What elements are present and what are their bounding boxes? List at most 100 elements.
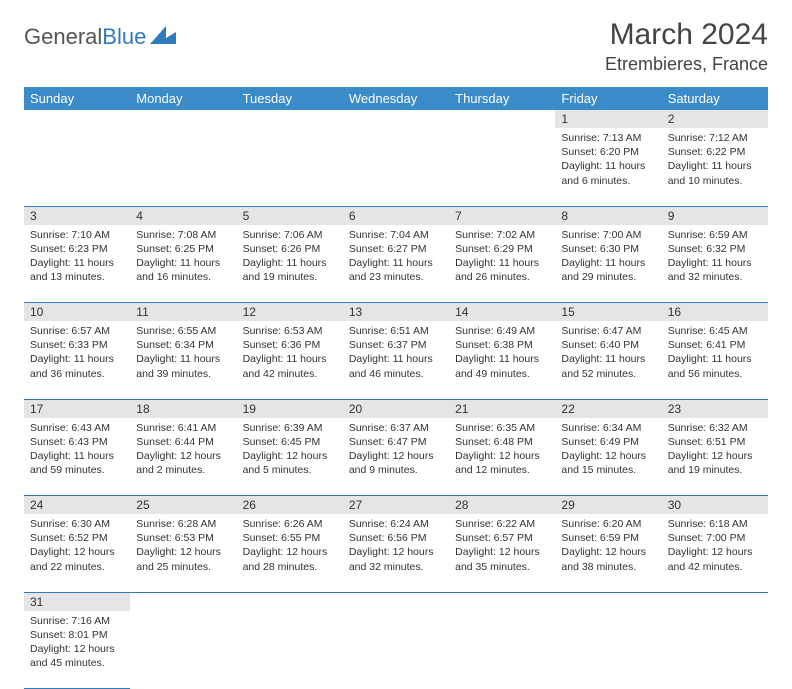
day-details: Sunrise: 6:22 AMSunset: 6:57 PMDaylight:… [449, 514, 555, 578]
day-cell: Sunrise: 6:28 AMSunset: 6:53 PMDaylight:… [130, 514, 236, 592]
day-cell: Sunrise: 7:13 AMSunset: 6:20 PMDaylight:… [555, 128, 661, 206]
daylight-text: Daylight: 12 hours and 22 minutes. [30, 545, 124, 573]
daynum-row: 3456789 [24, 206, 768, 225]
day-cell: Sunrise: 6:49 AMSunset: 6:38 PMDaylight:… [449, 321, 555, 399]
content-row: Sunrise: 7:10 AMSunset: 6:23 PMDaylight:… [24, 225, 768, 303]
sunset-text: Sunset: 6:30 PM [561, 242, 655, 256]
daylight-text: Daylight: 11 hours and 19 minutes. [243, 256, 337, 284]
day-details: Sunrise: 6:34 AMSunset: 6:49 PMDaylight:… [555, 418, 661, 482]
sunrise-text: Sunrise: 6:22 AM [455, 517, 549, 531]
sunrise-text: Sunrise: 6:41 AM [136, 421, 230, 435]
sunset-text: Sunset: 6:20 PM [561, 145, 655, 159]
sunset-text: Sunset: 6:53 PM [136, 531, 230, 545]
day-details: Sunrise: 6:47 AMSunset: 6:40 PMDaylight:… [555, 321, 661, 385]
calendar-body: 12 Sunrise: 7:13 AMSunset: 6:20 PMDayligh… [24, 110, 768, 689]
sunrise-text: Sunrise: 7:12 AM [668, 131, 762, 145]
day-number-cell: 28 [449, 496, 555, 515]
day-number-cell: 7 [449, 206, 555, 225]
day-number-cell: 12 [237, 303, 343, 322]
day-cell: Sunrise: 7:04 AMSunset: 6:27 PMDaylight:… [343, 225, 449, 303]
sunrise-text: Sunrise: 6:57 AM [30, 324, 124, 338]
weekday-header: Sunday [24, 87, 130, 110]
day-details: Sunrise: 6:57 AMSunset: 6:33 PMDaylight:… [24, 321, 130, 385]
month-title: March 2024 [605, 18, 768, 52]
day-details: Sunrise: 6:45 AMSunset: 6:41 PMDaylight:… [662, 321, 768, 385]
content-row: Sunrise: 7:13 AMSunset: 6:20 PMDaylight:… [24, 128, 768, 206]
day-details: Sunrise: 6:49 AMSunset: 6:38 PMDaylight:… [449, 321, 555, 385]
sunrise-text: Sunrise: 6:49 AM [455, 324, 549, 338]
day-number-cell: 17 [24, 399, 130, 418]
daylight-text: Daylight: 11 hours and 26 minutes. [455, 256, 549, 284]
day-cell [555, 611, 661, 689]
day-details: Sunrise: 6:18 AMSunset: 7:00 PMDaylight:… [662, 514, 768, 578]
day-details: Sunrise: 6:39 AMSunset: 6:45 PMDaylight:… [237, 418, 343, 482]
sunrise-text: Sunrise: 6:35 AM [455, 421, 549, 435]
day-details: Sunrise: 6:55 AMSunset: 6:34 PMDaylight:… [130, 321, 236, 385]
sunrise-text: Sunrise: 6:34 AM [561, 421, 655, 435]
daylight-text: Daylight: 12 hours and 15 minutes. [561, 449, 655, 477]
sunset-text: Sunset: 6:38 PM [455, 338, 549, 352]
sunset-text: Sunset: 6:26 PM [243, 242, 337, 256]
day-number-cell [24, 110, 130, 128]
sunset-text: Sunset: 6:36 PM [243, 338, 337, 352]
day-number-cell: 16 [662, 303, 768, 322]
day-details: Sunrise: 7:00 AMSunset: 6:30 PMDaylight:… [555, 225, 661, 289]
day-details: Sunrise: 7:04 AMSunset: 6:27 PMDaylight:… [343, 225, 449, 289]
day-details: Sunrise: 7:02 AMSunset: 6:29 PMDaylight:… [449, 225, 555, 289]
day-cell: Sunrise: 7:12 AMSunset: 6:22 PMDaylight:… [662, 128, 768, 206]
day-number-cell [662, 592, 768, 611]
daylight-text: Daylight: 11 hours and 46 minutes. [349, 352, 443, 380]
day-details: Sunrise: 6:37 AMSunset: 6:47 PMDaylight:… [343, 418, 449, 482]
day-cell: Sunrise: 6:26 AMSunset: 6:55 PMDaylight:… [237, 514, 343, 592]
day-cell [343, 128, 449, 206]
day-cell: Sunrise: 6:47 AMSunset: 6:40 PMDaylight:… [555, 321, 661, 399]
sunset-text: Sunset: 6:56 PM [349, 531, 443, 545]
day-details: Sunrise: 6:30 AMSunset: 6:52 PMDaylight:… [24, 514, 130, 578]
day-details: Sunrise: 6:41 AMSunset: 6:44 PMDaylight:… [130, 418, 236, 482]
day-details: Sunrise: 6:28 AMSunset: 6:53 PMDaylight:… [130, 514, 236, 578]
sunset-text: Sunset: 6:45 PM [243, 435, 337, 449]
calendar-table: Sunday Monday Tuesday Wednesday Thursday… [24, 87, 768, 689]
day-cell: Sunrise: 7:02 AMSunset: 6:29 PMDaylight:… [449, 225, 555, 303]
sunrise-text: Sunrise: 6:51 AM [349, 324, 443, 338]
logo: GeneralBlue [24, 18, 176, 50]
daylight-text: Daylight: 12 hours and 35 minutes. [455, 545, 549, 573]
title-block: March 2024 Etrembieres, France [605, 18, 768, 75]
day-cell: Sunrise: 6:32 AMSunset: 6:51 PMDaylight:… [662, 418, 768, 496]
day-number-cell [237, 110, 343, 128]
location: Etrembieres, France [605, 54, 768, 75]
day-details: Sunrise: 6:35 AMSunset: 6:48 PMDaylight:… [449, 418, 555, 482]
daylight-text: Daylight: 11 hours and 56 minutes. [668, 352, 762, 380]
logo-word1: General [24, 24, 102, 50]
daylight-text: Daylight: 12 hours and 19 minutes. [668, 449, 762, 477]
daylight-text: Daylight: 11 hours and 36 minutes. [30, 352, 124, 380]
daylight-text: Daylight: 11 hours and 23 minutes. [349, 256, 443, 284]
daynum-row: 17181920212223 [24, 399, 768, 418]
day-cell: Sunrise: 7:00 AMSunset: 6:30 PMDaylight:… [555, 225, 661, 303]
day-number-cell [237, 592, 343, 611]
daylight-text: Daylight: 12 hours and 9 minutes. [349, 449, 443, 477]
sunset-text: Sunset: 6:37 PM [349, 338, 443, 352]
day-cell: Sunrise: 7:16 AMSunset: 8:01 PMDaylight:… [24, 611, 130, 689]
day-details: Sunrise: 6:20 AMSunset: 6:59 PMDaylight:… [555, 514, 661, 578]
daynum-row: 24252627282930 [24, 496, 768, 515]
flag-icon [150, 24, 176, 50]
sunset-text: Sunset: 6:43 PM [30, 435, 124, 449]
sunset-text: Sunset: 6:41 PM [668, 338, 762, 352]
sunset-text: Sunset: 6:25 PM [136, 242, 230, 256]
day-number-cell [449, 110, 555, 128]
content-row: Sunrise: 6:30 AMSunset: 6:52 PMDaylight:… [24, 514, 768, 592]
day-number-cell: 5 [237, 206, 343, 225]
day-details: Sunrise: 6:51 AMSunset: 6:37 PMDaylight:… [343, 321, 449, 385]
day-cell: Sunrise: 6:34 AMSunset: 6:49 PMDaylight:… [555, 418, 661, 496]
daylight-text: Daylight: 11 hours and 39 minutes. [136, 352, 230, 380]
sunset-text: Sunset: 7:00 PM [668, 531, 762, 545]
sunrise-text: Sunrise: 6:39 AM [243, 421, 337, 435]
day-details: Sunrise: 6:43 AMSunset: 6:43 PMDaylight:… [24, 418, 130, 482]
daylight-text: Daylight: 12 hours and 32 minutes. [349, 545, 443, 573]
day-number-cell: 4 [130, 206, 236, 225]
day-cell: Sunrise: 6:43 AMSunset: 6:43 PMDaylight:… [24, 418, 130, 496]
sunset-text: Sunset: 6:33 PM [30, 338, 124, 352]
day-number-cell: 9 [662, 206, 768, 225]
day-number-cell: 30 [662, 496, 768, 515]
